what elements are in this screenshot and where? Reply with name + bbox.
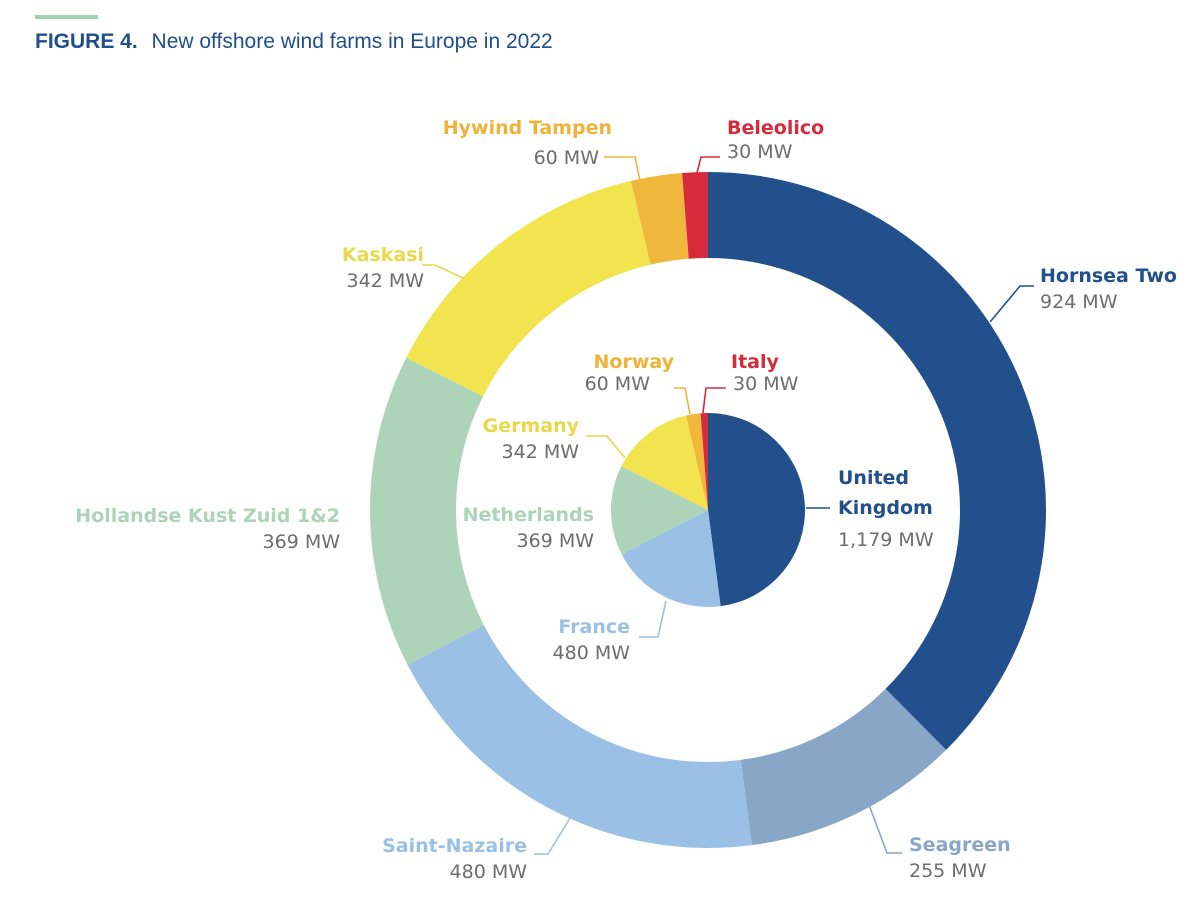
outer-leader-kaskasi [422, 264, 464, 279]
inner-value-italy: 30 MW [733, 373, 799, 395]
outer-leader-hywind-tampen [604, 156, 641, 182]
outer-leader-hornsea-two [989, 285, 1034, 323]
inner-label-norway: Norway [594, 351, 675, 373]
outer-value-seagreen: 255 MW [909, 860, 987, 882]
inner-leader-germany [586, 435, 626, 459]
outer-value-saint-nazaire: 480 MW [450, 861, 528, 883]
outer-value-beleolico: 30 MW [727, 141, 793, 163]
inner-label-netherlands: Netherlands [463, 504, 594, 526]
inner-slice-netherlands [610, 466, 708, 555]
inner-leader-france [639, 600, 667, 638]
outer-value-hornsea-two: 924 MW [1040, 291, 1118, 313]
outer-slice-beleolico [682, 172, 708, 259]
inner-slice-italy [700, 413, 708, 510]
outer-value-hywind-tampen: 60 MW [534, 147, 600, 169]
outer-value-kaskasi: 342 MW [347, 270, 425, 292]
outer-label-saint-nazaire: Saint-Nazaire [382, 835, 527, 857]
outer-slice-hollandse-kust-zuid-1and2 [370, 357, 484, 665]
inner-value-germany: 342 MW [502, 441, 580, 463]
inner-label-united-kingdom: United Kingdom [838, 467, 933, 519]
inner-slice-norway [685, 413, 708, 510]
inner-leader-italy [702, 387, 726, 414]
outer-label-seagreen: Seagreen [909, 834, 1011, 856]
outer-slice-hywind-tampen [630, 172, 689, 265]
inner-label-germany: Germany [483, 415, 580, 437]
inner-value-united-kingdom: 1,179 MW [838, 529, 934, 551]
figure-label: FIGURE 4. [35, 30, 138, 53]
outer-label-hollandse-kust-zuid-1and2: Hollandse Kust Zuid 1&2 [75, 505, 340, 527]
accent-rule [35, 15, 98, 19]
inner-value-france: 480 MW [553, 642, 631, 664]
inner-slice-united-kingdom [708, 412, 805, 607]
outer-label-hywind-tampen: Hywind Tampen [443, 117, 612, 139]
outer-leader-saint-nazaire [534, 817, 571, 855]
outer-slice-hornsea-two [708, 172, 1047, 750]
outer-leader-beleolico [696, 156, 720, 174]
outer-label-beleolico: Beleolico [727, 117, 824, 139]
figure-title: FIGURE 4. New offshore wind farms in Eur… [35, 30, 553, 54]
outer-value-hollandse-kust-zuid-1and2: 369 MW [263, 531, 341, 553]
inner-label-france: France [558, 616, 630, 638]
outer-leader-seagreen [861, 785, 902, 854]
inner-leader-norway [674, 387, 691, 415]
inner-slice-germany [621, 415, 708, 510]
outer-slice-saint-nazaire [407, 625, 752, 848]
outer-slice-seagreen [740, 688, 947, 846]
inner-value-norway: 60 MW [585, 373, 651, 395]
inner-value-netherlands: 369 MW [517, 530, 595, 552]
outer-slice-kaskasi [406, 180, 651, 397]
figure-title-text: New offshore wind farms in Europe in 202… [151, 30, 553, 53]
inner-slice-france [621, 510, 721, 607]
outer-label-kaskasi: Kaskasi [342, 244, 424, 266]
outer-label-hornsea-two: Hornsea Two [1040, 265, 1177, 287]
inner-label-italy: Italy [731, 351, 779, 373]
